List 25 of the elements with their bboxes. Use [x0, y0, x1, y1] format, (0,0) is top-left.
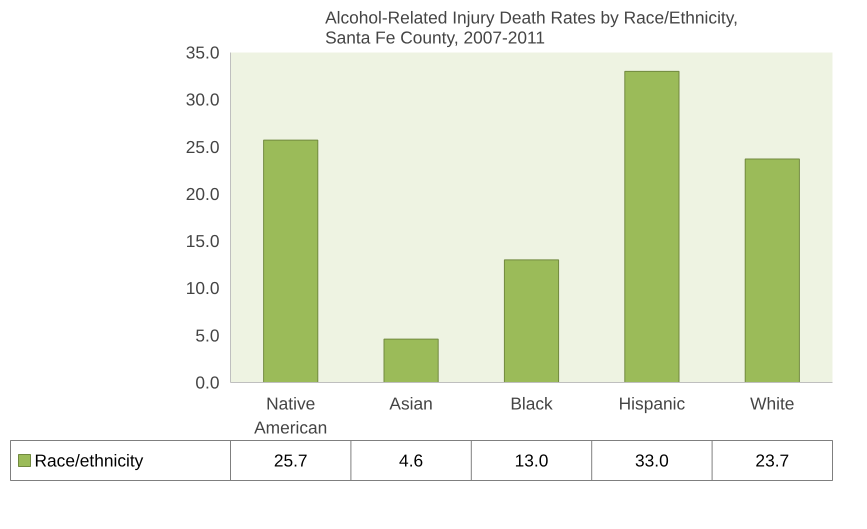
y-tick-label: 0.0: [195, 372, 220, 392]
bar: [744, 158, 800, 382]
x-tick-label: Black: [510, 394, 554, 414]
y-tick-label: 5.0: [195, 325, 220, 346]
y-tick-label: 10.0: [186, 278, 220, 298]
y-tick-label: 25.0: [186, 136, 220, 157]
legend-label: Race/ethnicity: [34, 450, 144, 470]
y-tick-label: 30.0: [186, 90, 220, 110]
x-tick-label: Hispanic: [618, 394, 686, 414]
chart-title: Alcohol-Related Injury Death Rates by Race/Ethnicity, Santa Fe County, 2007-2011: [325, 8, 738, 48]
x-tick-label: White: [750, 394, 794, 414]
data-label: 4.6: [399, 450, 424, 470]
bar: [624, 70, 680, 382]
data-label: 25.7: [274, 450, 308, 470]
y-tick-label: 20.0: [186, 184, 220, 204]
y-tick-label: 15.0: [186, 231, 220, 252]
data-label: 33.0: [635, 450, 669, 470]
x-tick-label: Native American: [254, 394, 328, 438]
bar: [263, 140, 318, 382]
x-tick-label: Asian: [389, 394, 433, 414]
y-tick-label: 35.0: [186, 42, 220, 62]
data-label: 13.0: [514, 450, 548, 470]
bar: [384, 338, 439, 382]
bar: [504, 259, 560, 382]
data-label: 23.7: [755, 450, 790, 470]
